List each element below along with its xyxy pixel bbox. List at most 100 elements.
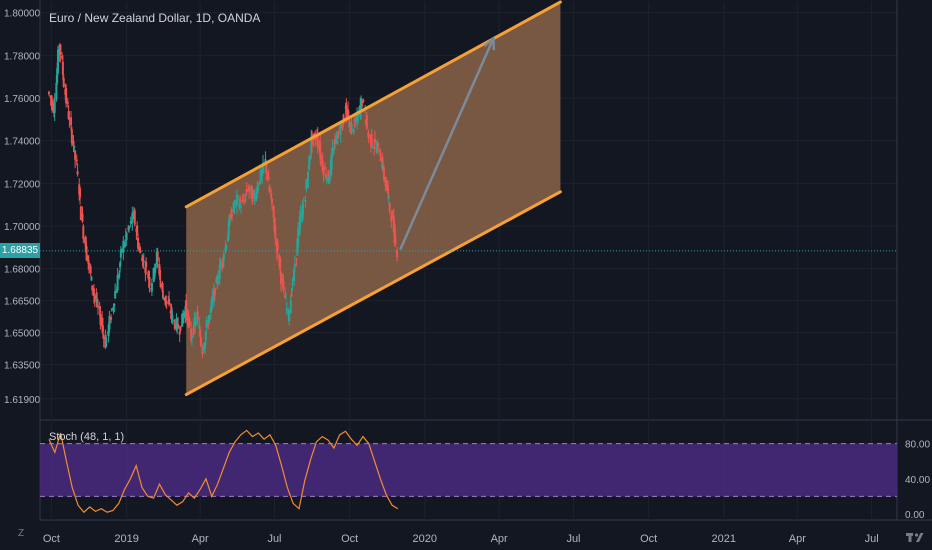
candle-body (164, 295, 167, 303)
candle-body (319, 143, 322, 159)
candle-body (235, 194, 238, 206)
candle-body (293, 268, 296, 281)
candle-body (172, 320, 175, 322)
time-tick-label: Oct (341, 533, 358, 545)
candle-body (190, 335, 193, 339)
candle-body (142, 261, 145, 263)
candle-body (211, 296, 214, 304)
arrow-head (483, 35, 496, 51)
price-tick-label: 1.70000 (4, 222, 41, 233)
last-price-tag: 1.68835 (0, 243, 40, 259)
candle-body (159, 283, 162, 287)
candle-body (368, 135, 371, 137)
candle-body (82, 226, 85, 239)
candle-body (136, 225, 139, 236)
candle-body (365, 114, 368, 129)
candle-body (377, 142, 380, 146)
candle-body (296, 238, 299, 256)
projection-arrow[interactable] (399, 35, 496, 250)
candle-body (311, 134, 314, 145)
candle-body (251, 190, 254, 203)
candle-body (299, 213, 302, 218)
candle-body (59, 44, 62, 55)
candle-body (391, 210, 394, 219)
candle-body (382, 164, 385, 169)
price-pane[interactable]: 1.80000 1.78000 1.76000 1.74000 1.72000 1.700… (4, 0, 897, 518)
candle-body (87, 255, 90, 264)
candle-body (333, 139, 336, 145)
candle-body (338, 127, 341, 130)
candle-body (145, 262, 148, 268)
tradingview-logo-icon[interactable] (906, 530, 924, 544)
candle-body (182, 311, 185, 319)
price-tick-label: 1.68000 (4, 265, 41, 276)
candle-body (304, 200, 307, 202)
candle-body (339, 129, 342, 135)
candle-body (376, 145, 379, 153)
channel-upper-line[interactable] (184, 0, 562, 209)
chart-title: Euro / New Zealand Dollar, 1D, OANDA (49, 11, 261, 25)
candle-body (199, 337, 202, 347)
candle-body (96, 299, 99, 303)
candle-body (49, 95, 52, 99)
candle-body (186, 310, 189, 326)
candle-body (129, 221, 132, 224)
candle-body (204, 331, 207, 340)
candle-body (114, 291, 117, 299)
candle-body (102, 337, 105, 340)
candles (47, 43, 399, 359)
candle-body (367, 131, 370, 138)
candle-body (85, 246, 88, 261)
candle-body (327, 170, 330, 182)
time-tick-label: Apr (192, 533, 209, 545)
arrow-shaft (399, 37, 495, 250)
candle-body (291, 283, 294, 285)
candle-body (362, 100, 365, 102)
candle-body (89, 265, 92, 274)
candle-body (346, 109, 349, 117)
candle-body (226, 236, 229, 242)
zoom-button[interactable]: Z (17, 528, 25, 539)
candle-body (113, 303, 116, 306)
candle-body (192, 326, 195, 335)
candle-body (285, 308, 288, 310)
candle-body (330, 152, 333, 170)
candle-body (73, 145, 76, 148)
candle-body (178, 331, 181, 335)
stoch-pane[interactable]: 80.00 40.00 0.00 (40, 429, 930, 521)
candle-body (98, 307, 101, 310)
candle-body (295, 258, 298, 260)
candle-body (148, 276, 151, 287)
candle-body (161, 283, 164, 292)
time-tick-label: Jul (267, 533, 281, 545)
stoch-axis: 80.00 40.00 0.00 (905, 440, 930, 521)
candle-body (131, 212, 134, 223)
channel-lower-line[interactable] (184, 190, 562, 397)
stoch-band-fill (40, 443, 897, 497)
candle-body (154, 264, 157, 273)
candle-body (47, 91, 50, 95)
candle-body (84, 236, 87, 253)
candle-body (79, 206, 82, 220)
candle-body (185, 301, 188, 316)
candle-body (97, 305, 100, 308)
candle-body (165, 301, 168, 303)
candle-body (282, 281, 285, 287)
candle-body (56, 68, 59, 84)
candle-body (265, 161, 268, 174)
candle-body (67, 111, 70, 119)
candle-body (75, 159, 78, 162)
candle-body (90, 276, 93, 281)
candle-body (348, 121, 351, 127)
candle-body (268, 186, 271, 193)
candle-body (176, 320, 179, 328)
candle-body (162, 296, 165, 300)
time-axis[interactable]: Oct 2019 Apr Jul Oct 2020 Apr Jul Oct 2021 Apr Jul (43, 533, 879, 545)
time-tick-label: Oct (640, 533, 657, 545)
candle-body (92, 288, 95, 296)
candle-body (341, 123, 344, 128)
candle-body (258, 181, 261, 184)
candle-body (264, 159, 267, 164)
price-axis[interactable]: 1.80000 1.78000 1.76000 1.74000 1.72000 1.700… (4, 9, 41, 406)
